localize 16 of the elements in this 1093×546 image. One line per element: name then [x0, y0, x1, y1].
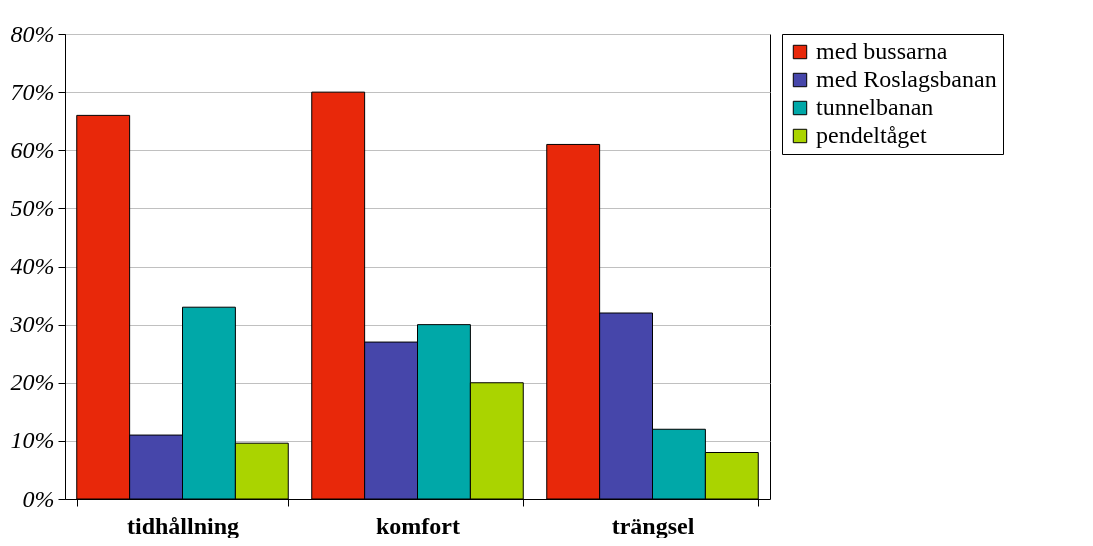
x-tick-label: tidhållning	[126, 512, 240, 539]
legend-label: med bussarna	[816, 38, 948, 64]
y-tick-label: 10%	[10, 427, 55, 454]
y-tick-label: 70%	[10, 78, 55, 105]
y-tick-label: 20%	[10, 369, 55, 396]
y-tick-label: 60%	[10, 136, 55, 163]
y-tick-label: 50%	[10, 194, 55, 221]
y-tick-label: 80%	[10, 20, 55, 47]
x-tick-label: komfort	[376, 512, 460, 539]
x-tick-label: trängsel	[611, 512, 695, 539]
legend-label: med Roslagsbanan	[816, 66, 997, 92]
y-tick-label: 30%	[9, 311, 55, 338]
y-tick-label: 0%	[22, 485, 55, 512]
y-tick-label: 40%	[10, 253, 55, 279]
legend-label: tunnelbanan	[816, 94, 934, 120]
legend-label: pendeltåget	[816, 122, 927, 148]
